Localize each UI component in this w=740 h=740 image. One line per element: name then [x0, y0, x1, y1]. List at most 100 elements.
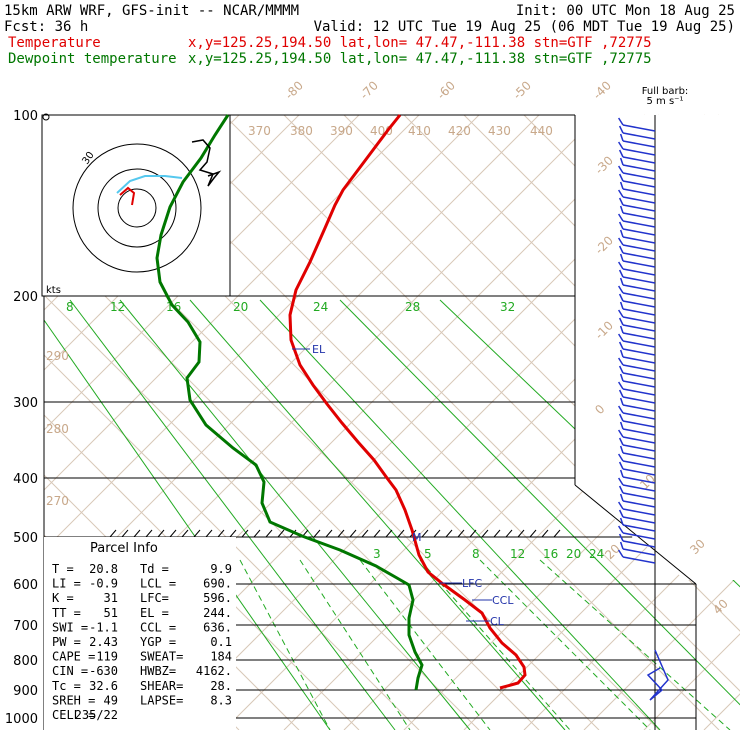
wind-barb-flag [619, 301, 624, 310]
header-fcst: Fcst: 36 h [4, 19, 88, 35]
wind-barb [622, 196, 656, 204]
wind-barb-flag [617, 525, 624, 534]
theta-label: 400 [370, 124, 393, 138]
wind-barb [622, 420, 656, 428]
wind-barb-flag [619, 205, 624, 214]
mixing-ratio-label-lower: 20 [566, 547, 581, 561]
parcel-value: 31 [104, 591, 118, 605]
wind-barb-flag [618, 149, 624, 158]
hatch-mark [325, 529, 333, 538]
hatch-mark [169, 529, 177, 538]
hatch-mark [505, 529, 513, 538]
wind-barb [622, 388, 656, 396]
parcel-value: Td = [140, 562, 169, 576]
wind-barb-flag [618, 293, 624, 302]
mixing-ratio-line [29, 299, 331, 731]
wind-barb-flag [619, 373, 624, 382]
wind-barb-flag [618, 125, 624, 134]
hatch-mark [133, 529, 141, 538]
parcel-value: EL = [140, 606, 169, 620]
mixing-ratio-label-lower: 24 [589, 547, 604, 561]
wind-barb [622, 452, 656, 460]
header-title: 15km ARW WRF, GFS-init -- NCAR/MMMM [4, 3, 299, 19]
mixing-ratio-line [119, 299, 471, 731]
dew-legend-label: Dewpoint temperature [8, 51, 177, 67]
wind-barb-flag [619, 157, 624, 166]
moist-line [359, 559, 491, 731]
parcel-value: CCL = [140, 620, 176, 634]
wind-barb [622, 132, 656, 140]
pressure-tick-label: 100 [13, 109, 38, 124]
wind-barb-flag [619, 133, 624, 142]
theta-label: 420 [448, 124, 471, 138]
wind-barb-flag [617, 357, 624, 366]
parcel-value: 596. [203, 591, 232, 605]
wind-barb [622, 188, 656, 196]
wind-barb-flag [617, 189, 624, 198]
wind-barb-flag [619, 181, 624, 190]
wind-barb [622, 476, 656, 484]
wind-barb [622, 228, 656, 236]
mixing-ratio-label: 28 [405, 300, 420, 314]
wind-barb-flag [618, 461, 624, 470]
hatch-mark [265, 529, 273, 538]
moist-line [299, 559, 411, 731]
wind-barb [622, 412, 656, 420]
wind-barb-flag [619, 517, 624, 526]
wind-barb-flag [618, 221, 624, 230]
temp-legend-info: x,y=125.25,194.50 lat,lon= 47.47,-111.38… [188, 35, 652, 51]
parcel-value: 0.1 [210, 635, 232, 649]
wind-barb [622, 324, 656, 332]
mixing-ratio-line [69, 299, 396, 731]
moist-line [539, 559, 731, 731]
parcel-value: 20.8 [89, 562, 118, 576]
wind-barb-flag [617, 285, 624, 294]
wind-barb [622, 236, 656, 244]
ccl-label: CCL [492, 594, 514, 607]
wind-barb [622, 260, 656, 268]
hatch-mark [517, 529, 525, 538]
wind-barb [622, 204, 656, 212]
wind-barb [622, 532, 656, 540]
theta-label: 270 [46, 494, 69, 508]
parcel-value: 235/22 [75, 708, 118, 722]
wind-barb [622, 524, 656, 532]
wind-barb [622, 444, 656, 452]
wind-barb [622, 460, 656, 468]
parcel-value: 9.9 [210, 562, 232, 576]
wind-barb [622, 252, 656, 260]
wind-barb-flag [618, 341, 624, 350]
wind-barb-flag [617, 477, 624, 486]
wind-barb-flag [617, 141, 624, 150]
isotherm-line [523, 513, 740, 731]
wind-barb-flag [618, 485, 624, 494]
wind-barb [622, 308, 656, 316]
wind-barb-lower [646, 649, 669, 701]
hatch-mark [469, 529, 477, 538]
wind-barb [622, 284, 656, 292]
theta-label: 380 [290, 124, 313, 138]
hatch-mark [241, 529, 249, 538]
pressure-tick-label: 900 [13, 684, 38, 699]
parcel-value: HWBZ= [140, 664, 176, 678]
parcel-value: TT = [52, 606, 81, 620]
wind-barb [622, 348, 656, 356]
dry-adiabat-label: 40 [710, 596, 731, 617]
wind-barb [622, 380, 656, 388]
hatch-mark [121, 529, 129, 538]
parcel-value: LAPSE= [140, 693, 183, 707]
wind-barb-flag [618, 413, 624, 422]
parcel-value: 28. [210, 679, 232, 693]
wind-barb [622, 180, 656, 188]
wind-barb-flag [619, 493, 624, 502]
wind-barb-flag [619, 397, 624, 406]
hatch-mark [445, 529, 453, 538]
dry-adiabat-line [463, 114, 740, 392]
parcel-value: SHEAR= [140, 679, 183, 693]
wind-barb [622, 244, 656, 252]
wind-barb-flag [617, 501, 624, 510]
wind-barb [622, 428, 656, 436]
parcel-value: -630 [89, 664, 118, 678]
hatch-mark [457, 529, 465, 538]
wind-barb-flag [618, 317, 624, 326]
